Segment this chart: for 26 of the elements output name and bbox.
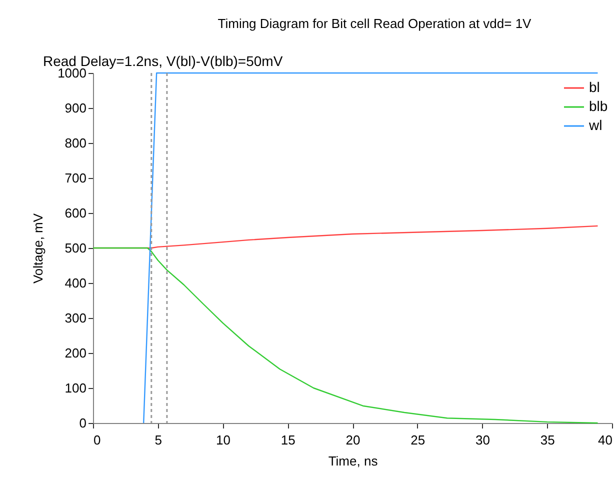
y-tick-label: 100 [64,380,86,396]
x-axis-title: Time, ns [328,454,378,468]
y-tick-label: 400 [64,276,86,290]
y-tick-label: 200 [64,346,86,360]
y-tick-label: 900 [64,100,86,116]
x-tick-label: 20 [346,432,360,448]
legend-label: wl [588,117,602,133]
chart-title: Timing Diagram for Bit cell Read Operation at vdd= 1V [218,16,532,31]
x-tick-label: 35 [540,432,555,448]
y-tick-label: 300 [64,310,86,326]
y-tick-label: 700 [64,170,86,186]
x-tick-label: 15 [280,432,296,448]
x-tick-label: 0 [94,432,101,448]
y-tick-label: 600 [64,206,86,220]
x-tick-label: 30 [476,432,490,448]
legend-label: bl [589,79,600,95]
x-tick-label: 5 [154,432,162,448]
legend-label: blb [589,98,608,114]
x-tick-label: 25 [410,432,426,448]
x-tick-label: 10 [216,432,230,448]
y-axis-title: Voltage, mV [30,213,46,284]
y-tick-label: 800 [64,136,86,150]
line-series [92,247,598,424]
y-tick-label: 0 [79,416,86,430]
x-tick-label: 40 [598,432,612,448]
y-tick-label: 500 [64,240,86,256]
